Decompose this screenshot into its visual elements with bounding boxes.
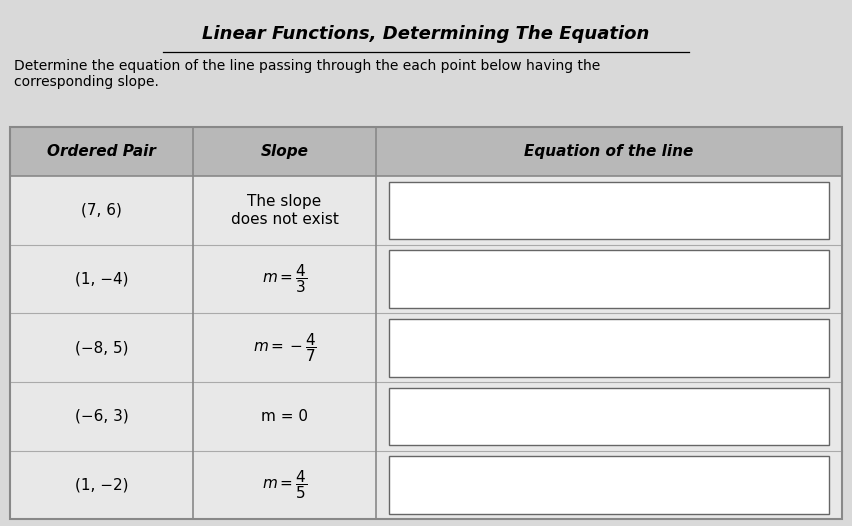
FancyBboxPatch shape [10,127,842,176]
FancyBboxPatch shape [389,181,829,239]
FancyBboxPatch shape [389,319,829,377]
FancyBboxPatch shape [389,388,829,445]
FancyBboxPatch shape [10,382,842,451]
FancyBboxPatch shape [389,250,829,308]
Text: Slope: Slope [261,144,308,159]
FancyBboxPatch shape [10,451,842,519]
FancyBboxPatch shape [10,245,842,313]
Text: (1, −4): (1, −4) [75,271,128,287]
Text: (−8, 5): (−8, 5) [75,340,128,355]
Text: The slope
does not exist: The slope does not exist [231,194,338,227]
Text: $m = \dfrac{4}{3}$: $m = \dfrac{4}{3}$ [262,262,308,296]
Text: $m = \dfrac{4}{5}$: $m = \dfrac{4}{5}$ [262,469,308,501]
Text: m = 0: m = 0 [261,409,308,424]
Text: (7, 6): (7, 6) [81,203,122,218]
Text: Ordered Pair: Ordered Pair [47,144,156,159]
Text: Equation of the line: Equation of the line [524,144,694,159]
FancyBboxPatch shape [389,456,829,514]
FancyBboxPatch shape [10,313,842,382]
Text: Linear Functions, Determining The Equation: Linear Functions, Determining The Equati… [202,25,650,43]
Text: (1, −2): (1, −2) [75,478,128,492]
Text: Determine the equation of the line passing through the each point below having t: Determine the equation of the line passi… [14,59,601,89]
Text: $m = -\dfrac{4}{7}$: $m = -\dfrac{4}{7}$ [252,331,317,364]
Text: (−6, 3): (−6, 3) [75,409,129,424]
FancyBboxPatch shape [10,176,842,245]
